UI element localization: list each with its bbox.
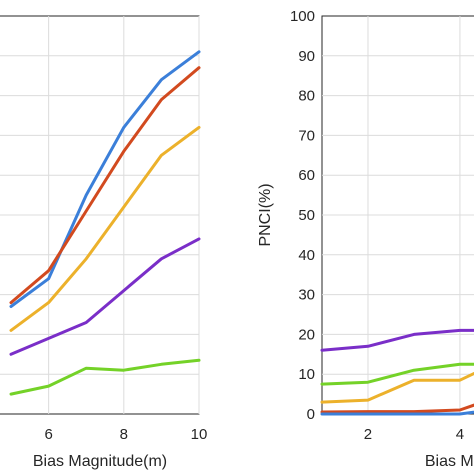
left-x-tick-label: 8: [120, 426, 128, 443]
right-y-tick-label: 50: [298, 207, 315, 224]
right-y-axis-label: PNCI(%): [257, 183, 274, 246]
right-series-line-2: [320, 362, 474, 386]
right-y-tick-label: 60: [298, 167, 315, 184]
right-series-group: [320, 328, 474, 416]
right-y-tick-label: 80: [298, 88, 315, 105]
left-series-line-5: [9, 358, 201, 396]
left-x-tick-label: 10: [191, 426, 208, 443]
right-y-tick-label: 100: [290, 8, 315, 25]
left-x-axis-label: Bias Magnitude(m): [33, 453, 167, 470]
right-series-line-1: [320, 328, 474, 352]
right-x-tick-label: 2: [364, 426, 372, 443]
right-y-tick-label: 30: [298, 287, 315, 304]
left-series-line-2: [9, 66, 201, 305]
left-x-tick-labels: 6 8 10: [44, 426, 207, 443]
right-y-tick-label: 40: [298, 247, 315, 264]
right-series-line-3: [320, 371, 474, 404]
right-y-tick-label: 70: [298, 127, 315, 144]
left-series-line-4: [9, 237, 201, 356]
right-y-tick-label: 0: [307, 406, 315, 423]
left-series-group: [9, 50, 201, 396]
left-series-line-1: [9, 50, 201, 308]
left-grid: [0, 16, 200, 414]
left-x-tick-label: 6: [44, 426, 52, 443]
left-series-line-3: [9, 125, 201, 332]
right-y-tick-label: 20: [298, 326, 315, 343]
right-y-tick-label: 10: [298, 366, 315, 383]
right-y-tick-labels: 0 10 20 30 40 50 60 70 80 90 100: [290, 8, 315, 423]
right-x-tick-label: 4: [456, 426, 464, 443]
right-x-axis-label: Bias Magnitude(m): [425, 453, 474, 470]
left-plot: 6 8 10 Bias Magnitude(m): [0, 15, 207, 470]
right-series-line-4: [320, 403, 474, 414]
right-y-tick-label: 90: [298, 48, 315, 65]
right-series-line-5: [320, 410, 474, 416]
